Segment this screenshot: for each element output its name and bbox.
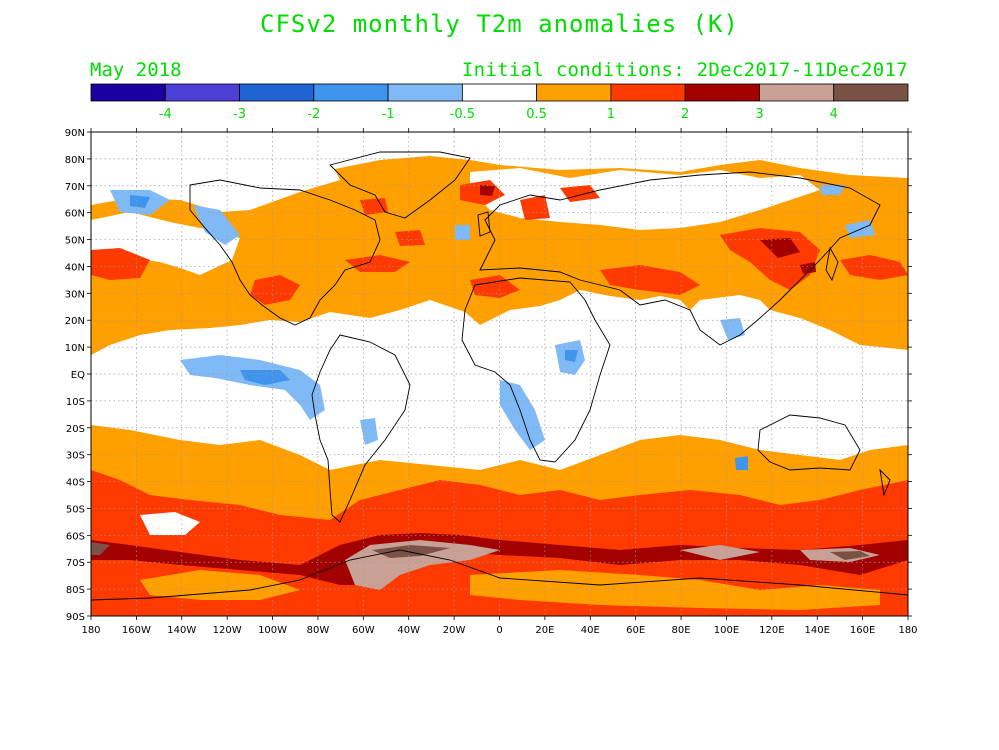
lat-label: 70S <box>66 558 85 569</box>
lat-label: 70N <box>65 182 85 193</box>
lat-label: 40N <box>65 262 85 273</box>
anomaly-region-lightblue <box>110 185 875 450</box>
lat-label: 80S <box>66 585 85 596</box>
lat-label: EQ <box>71 370 85 381</box>
lat-label: 90N <box>65 128 85 139</box>
lat-label: 20N <box>65 316 85 327</box>
lon-label: 120E <box>759 625 784 636</box>
lon-label: 80W <box>307 625 330 636</box>
color-legend: -4 -3 -2 -1 -0.5 0.5 1 2 3 4 <box>90 83 909 122</box>
lon-label: 180 <box>898 625 917 636</box>
legend-label: 2 <box>681 107 689 122</box>
lat-label: 90S <box>66 612 85 623</box>
forecast-month: May 2018 <box>90 59 182 81</box>
anomaly-region-white-south-pacific <box>140 512 200 535</box>
legend-label: -3 <box>233 107 246 122</box>
lat-label: 10N <box>65 343 85 354</box>
lat-label: 30S <box>66 451 85 462</box>
anomaly-region-orange-antarctic <box>140 570 880 610</box>
lat-label: 80N <box>65 155 85 166</box>
lon-label: 140W <box>167 625 196 636</box>
lon-label: 100W <box>258 625 287 636</box>
legend-label: -1 <box>382 107 395 122</box>
lat-label: 20S <box>66 424 85 435</box>
lat-label: 60S <box>66 531 85 542</box>
legend-label: 0.5 <box>526 107 547 122</box>
lat-label: 60N <box>65 209 85 220</box>
lat-label: 10S <box>66 397 85 408</box>
anomaly-region-darkred <box>91 533 908 585</box>
legend-label: 1 <box>607 107 615 122</box>
legend-label: -0.5 <box>450 107 475 122</box>
lat-label: 30N <box>65 289 85 300</box>
initial-conditions: Initial conditions: 2Dec2017-11Dec2017 <box>461 59 908 81</box>
legend-swatch <box>833 83 909 102</box>
gridlines <box>91 132 908 616</box>
latitude-labels: 90N 80N 70N 60N 50N 40N 30N 20N 10N EQ 10S 20S 30S 40… <box>65 128 85 623</box>
lon-label: 140E <box>805 625 830 636</box>
lon-label: 40W <box>397 625 420 636</box>
lon-label: 20W <box>443 625 466 636</box>
longitude-labels: 180 160W 140W 120W 100W 80W 60W 40W 20W 0 20E 40E 60… <box>81 625 917 636</box>
legend-label: -4 <box>159 107 172 122</box>
map-title: CFSv2 monthly T2m anomalies (K) <box>260 10 739 38</box>
lon-label: 60W <box>352 625 375 636</box>
lon-label: 180 <box>81 625 100 636</box>
lon-label: 160E <box>850 625 875 636</box>
lat-label: 50N <box>65 236 85 247</box>
lon-label: 120W <box>213 625 242 636</box>
lon-label: 0 <box>496 625 502 636</box>
legend-label: 3 <box>755 107 763 122</box>
coastlines <box>91 151 908 601</box>
anomaly-region-white-north-pacific <box>91 212 240 275</box>
anomaly-region-tan <box>345 540 880 590</box>
axis-ticks <box>87 128 912 620</box>
anomaly-region-white-arctic <box>180 160 340 198</box>
lon-label: 60E <box>626 625 645 636</box>
lon-label: 160W <box>122 625 151 636</box>
lat-label: 40S <box>66 478 85 489</box>
map-field <box>91 132 908 616</box>
lat-label: 50S <box>66 504 85 515</box>
lon-label: 80E <box>672 625 691 636</box>
legend-label: 4 <box>830 107 838 122</box>
anomaly-region-red-north <box>91 180 908 305</box>
lon-label: 20E <box>535 625 554 636</box>
legend-label: -2 <box>307 107 320 122</box>
lon-label: 100E <box>714 625 739 636</box>
lon-label: 40E <box>581 625 600 636</box>
anomaly-region-white-europe <box>470 168 820 230</box>
